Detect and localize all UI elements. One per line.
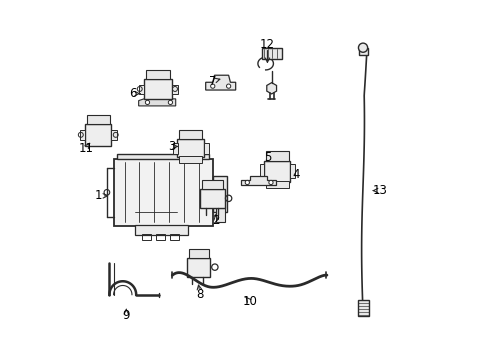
Bar [135,225,188,235]
Bar [200,189,224,208]
Bar [172,85,178,94]
Bar [142,234,151,240]
Bar [187,258,210,277]
Text: 8: 8 [196,288,203,301]
Bar [357,300,368,316]
Bar [290,164,294,178]
Polygon shape [139,99,175,106]
Text: 9: 9 [122,309,130,322]
Bar [87,115,109,123]
Text: 6: 6 [129,87,137,100]
Bar [358,48,367,55]
Bar [156,234,165,240]
Polygon shape [241,176,276,185]
Text: 4: 4 [291,168,299,181]
Bar [189,249,208,258]
Bar [179,130,202,139]
Bar [177,139,203,157]
Bar [111,130,117,140]
Bar [114,159,212,226]
Polygon shape [205,75,235,90]
Text: 12: 12 [260,38,274,51]
Bar [265,151,288,161]
Circle shape [244,180,249,185]
Circle shape [268,180,272,185]
Bar [117,153,209,159]
Bar [179,156,202,163]
Bar [212,176,226,212]
Text: 2: 2 [212,214,220,227]
Text: 10: 10 [242,295,257,308]
Circle shape [358,43,367,52]
Bar [216,208,224,222]
Bar [80,130,85,140]
Circle shape [168,100,172,104]
Bar [262,48,281,59]
Bar [143,80,172,99]
Bar [139,85,144,94]
Text: 3: 3 [168,140,176,153]
Text: 7: 7 [208,75,216,88]
Text: 1: 1 [94,189,102,202]
Circle shape [226,84,230,88]
Bar [203,143,208,154]
Circle shape [145,100,149,104]
Bar [85,123,111,147]
Bar [173,143,178,154]
Text: 13: 13 [372,184,387,197]
Circle shape [210,84,214,88]
Text: 5: 5 [263,150,270,163]
Polygon shape [266,83,276,94]
Bar [202,180,223,189]
Bar [145,69,170,80]
Bar [264,161,290,182]
Bar [170,234,179,240]
Bar [265,181,288,188]
Bar [259,164,264,178]
Text: 11: 11 [78,142,93,155]
